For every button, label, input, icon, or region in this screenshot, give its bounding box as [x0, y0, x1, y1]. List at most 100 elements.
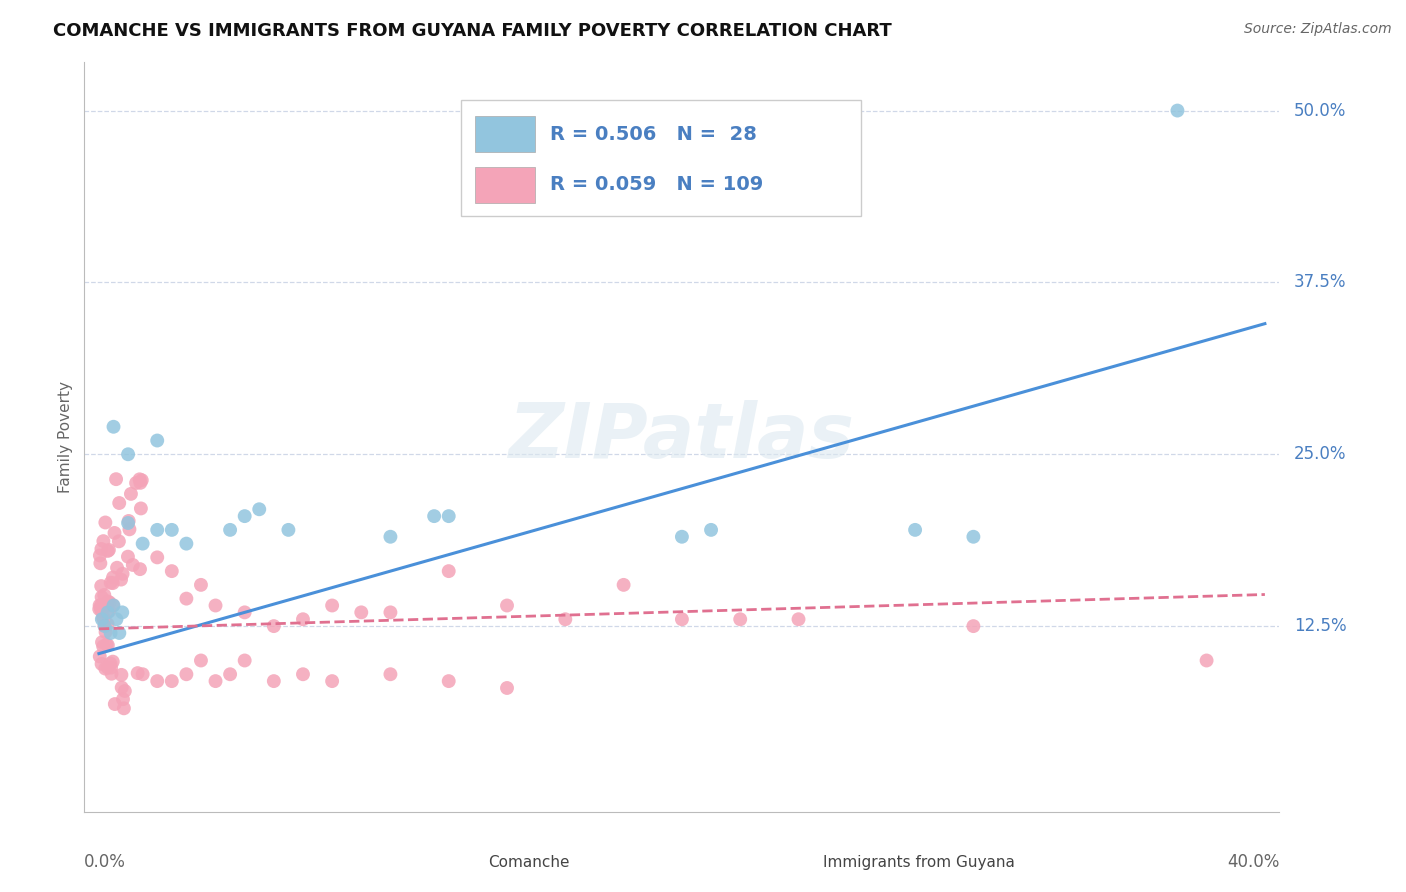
Point	[117, 516, 139, 530]
FancyBboxPatch shape	[759, 852, 814, 874]
Text: 25.0%: 25.0%	[1294, 445, 1347, 463]
Text: Immigrants from Guyana: Immigrants from Guyana	[823, 855, 1015, 871]
Point	[118, 522, 141, 536]
Point	[176, 591, 198, 606]
Point	[219, 523, 242, 537]
Text: 0.0%: 0.0%	[84, 853, 127, 871]
Point	[110, 668, 132, 682]
Point	[90, 657, 112, 671]
Point	[118, 514, 141, 528]
Point	[94, 516, 117, 530]
Point	[437, 564, 460, 578]
Text: 50.0%: 50.0%	[1294, 102, 1346, 120]
Point	[671, 530, 693, 544]
Text: COMANCHE VS IMMIGRANTS FROM GUYANA FAMILY POVERTY CORRELATION CHART: COMANCHE VS IMMIGRANTS FROM GUYANA FAMIL…	[53, 22, 893, 40]
Point	[263, 619, 285, 633]
Point	[613, 578, 636, 592]
Point	[89, 602, 111, 616]
Point	[904, 523, 927, 537]
Point	[90, 599, 112, 613]
Point	[93, 534, 115, 549]
Point	[100, 660, 122, 674]
Point	[105, 612, 128, 626]
FancyBboxPatch shape	[461, 100, 862, 216]
Point	[97, 617, 120, 632]
Point	[146, 523, 169, 537]
Point	[93, 611, 115, 625]
FancyBboxPatch shape	[475, 116, 534, 153]
Point	[94, 625, 117, 640]
Point	[117, 447, 139, 461]
Point	[117, 549, 139, 564]
Point	[380, 530, 402, 544]
Point	[94, 662, 117, 676]
Point	[233, 606, 256, 620]
Point	[101, 599, 124, 613]
Point	[131, 536, 153, 550]
Point	[90, 579, 112, 593]
Point	[97, 606, 120, 620]
Point	[93, 619, 115, 633]
Point	[93, 588, 115, 602]
Point	[190, 653, 212, 667]
Point	[496, 681, 519, 695]
Point	[100, 626, 122, 640]
Point	[89, 556, 111, 570]
Point	[700, 523, 723, 537]
Point	[176, 667, 198, 681]
Point	[100, 666, 122, 681]
Point	[321, 674, 343, 689]
Point	[103, 419, 125, 434]
Point	[129, 475, 152, 490]
Point	[90, 590, 112, 604]
Point	[97, 544, 120, 558]
Point	[787, 612, 810, 626]
FancyBboxPatch shape	[475, 167, 534, 202]
Point	[962, 530, 984, 544]
Point	[111, 692, 134, 706]
Point	[108, 534, 131, 549]
Point	[437, 509, 460, 524]
Point	[125, 475, 148, 490]
Point	[91, 635, 114, 649]
Point	[554, 612, 576, 626]
Point	[127, 666, 149, 681]
Text: R = 0.506   N =  28: R = 0.506 N = 28	[551, 125, 758, 144]
Point	[380, 606, 402, 620]
Point	[962, 619, 984, 633]
Point	[97, 638, 120, 652]
Point	[90, 603, 112, 617]
Point	[131, 473, 153, 487]
Point	[111, 566, 134, 581]
Point	[101, 576, 124, 591]
Point	[110, 573, 132, 587]
Point	[176, 536, 198, 550]
Point	[671, 612, 693, 626]
Point	[190, 578, 212, 592]
Point	[100, 575, 122, 590]
Point	[129, 562, 152, 576]
Point	[160, 523, 183, 537]
Text: Comanche: Comanche	[488, 855, 569, 871]
Point	[291, 612, 314, 626]
Point	[277, 523, 299, 537]
Point	[89, 549, 111, 563]
Point	[728, 612, 751, 626]
Point	[96, 599, 118, 614]
Point	[321, 599, 343, 613]
Point	[89, 649, 111, 664]
Y-axis label: Family Poverty: Family Poverty	[58, 381, 73, 493]
Point	[91, 640, 114, 654]
Point	[247, 502, 270, 516]
Point	[94, 619, 117, 633]
Point	[423, 509, 446, 524]
Point	[146, 674, 169, 689]
Point	[108, 496, 131, 510]
Point	[146, 434, 169, 448]
Point	[146, 550, 169, 565]
Text: R = 0.059   N = 109: R = 0.059 N = 109	[551, 175, 763, 194]
Point	[131, 667, 153, 681]
Point	[160, 674, 183, 689]
Point	[101, 655, 124, 669]
Point	[89, 599, 111, 613]
